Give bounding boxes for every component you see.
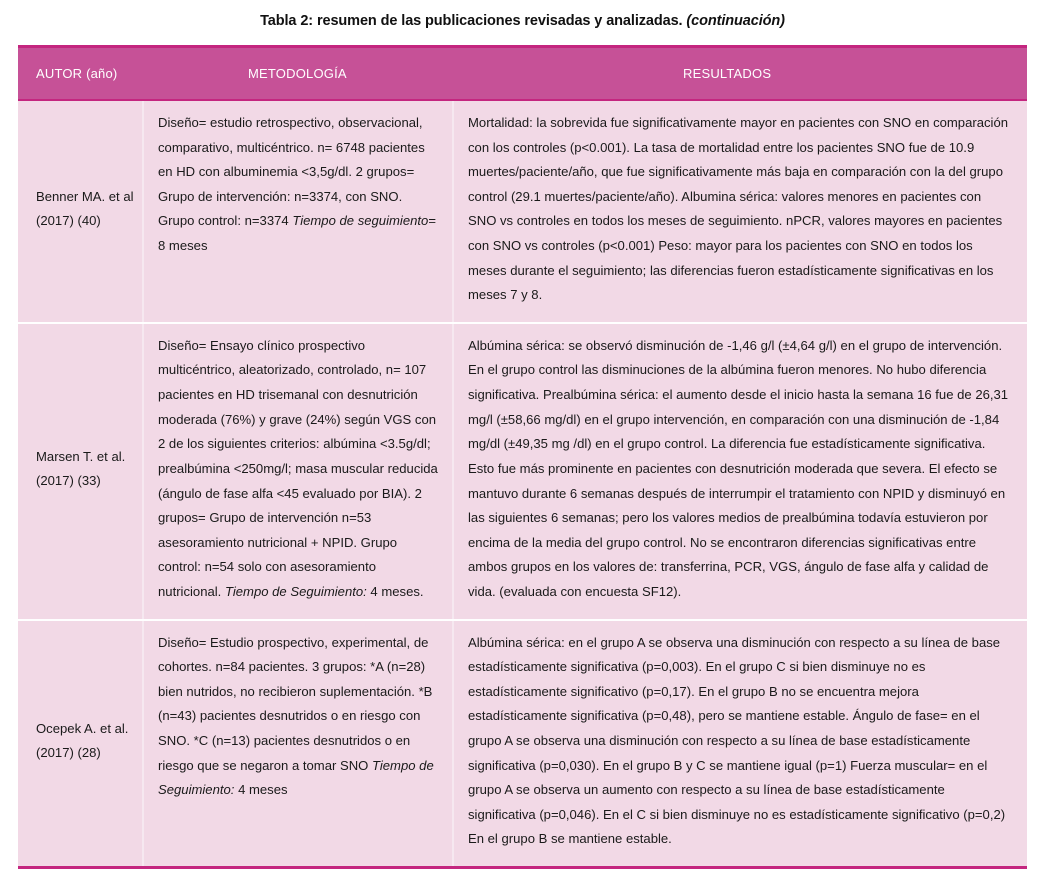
column-header-metodologia: METODOLOGÍA [143, 48, 453, 101]
table-caption-continuation: (continuación) [686, 13, 785, 29]
table-row: Benner MA. et al (2017) (40) Diseño= est… [18, 100, 1027, 324]
cell-metodologia: Diseño= Estudio prospectivo, experimenta… [142, 619, 453, 867]
cell-metodologia: Diseño= Ensayo clínico prospectivo multi… [142, 322, 453, 621]
cell-autor: Ocepek A. et al. (2017) (28) [18, 619, 143, 867]
cell-resultados: Mortalidad: la sobrevida fue significati… [452, 100, 1027, 324]
column-header-autor: AUTOR (año) [18, 48, 143, 101]
summary-table-container: AUTOR (año) METODOLOGÍA RESULTADOS Benne… [18, 45, 1027, 869]
table-header-row: AUTOR (año) METODOLOGÍA RESULTADOS [18, 48, 1027, 101]
cell-metodologia: Diseño= estudio retrospectivo, observaci… [142, 100, 453, 324]
table-row: Marsen T. et al. (2017) (33) Diseño= Ens… [18, 322, 1027, 621]
cell-autor: Marsen T. et al. (2017) (33) [18, 322, 143, 621]
cell-autor: Benner MA. et al (2017) (40) [18, 100, 143, 324]
cell-resultados: Albúmina sérica: en el grupo A se observ… [452, 619, 1027, 867]
table-header: AUTOR (año) METODOLOGÍA RESULTADOS [18, 48, 1027, 101]
table-caption: Tabla 2: resumen de las publicaciones re… [0, 0, 1045, 31]
table-body: Benner MA. et al (2017) (40) Diseño= est… [18, 100, 1027, 867]
column-header-resultados: RESULTADOS [453, 48, 1027, 101]
table-caption-main: Tabla 2: resumen de las publicaciones re… [260, 13, 683, 29]
summary-table: AUTOR (año) METODOLOGÍA RESULTADOS Benne… [18, 48, 1027, 867]
table-row: Ocepek A. et al. (2017) (28) Diseño= Est… [18, 619, 1027, 867]
cell-resultados: Albúmina sérica: se observó disminución … [452, 322, 1027, 621]
